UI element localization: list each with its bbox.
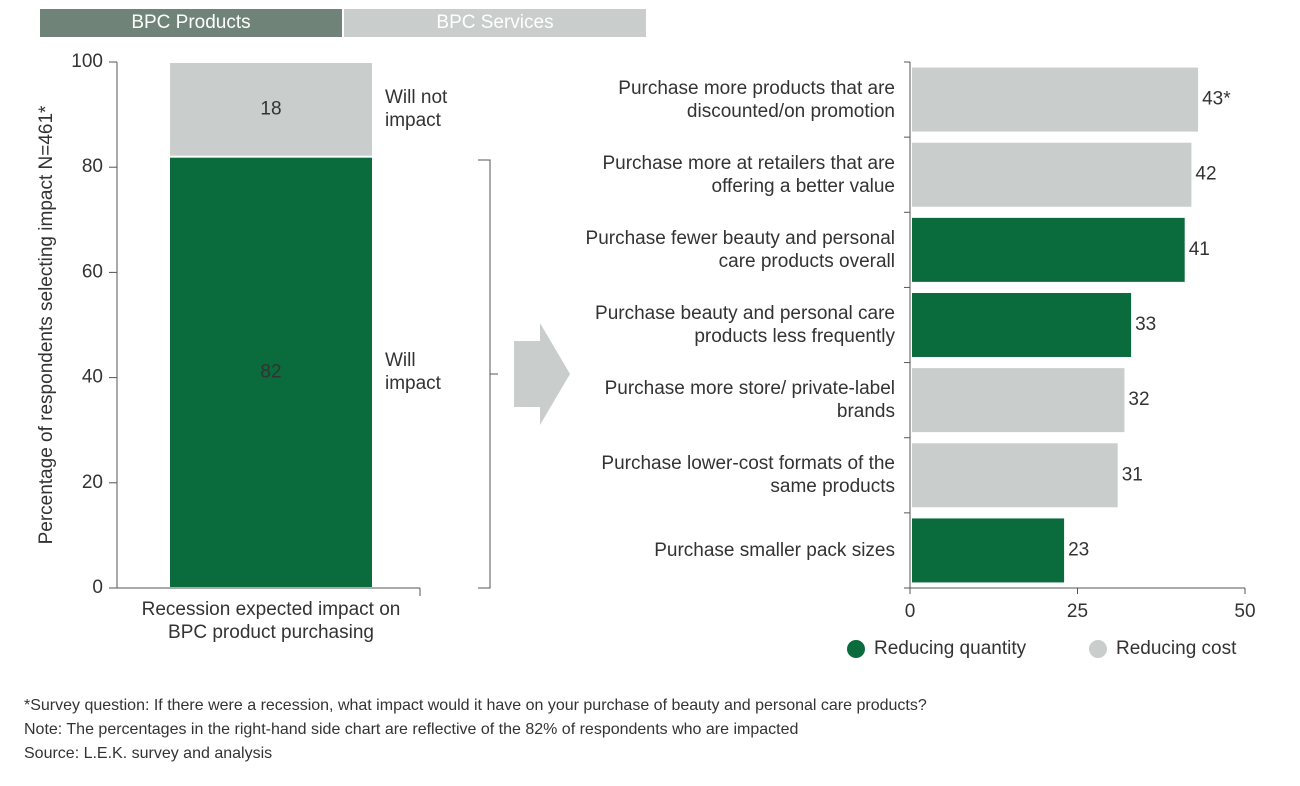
footnote: *Survey question: If there were a recess… bbox=[24, 697, 927, 714]
value-label: 41 bbox=[1189, 239, 1210, 260]
value-label: 42 bbox=[1195, 164, 1216, 185]
y-tick-label: 60 bbox=[82, 261, 103, 282]
category-label: Purchase lower-cost formats of the same … bbox=[601, 453, 895, 498]
x-tick-label: 50 bbox=[1234, 601, 1255, 622]
bar-segment bbox=[170, 63, 372, 156]
category-label: Purchase more store/ private-label brand… bbox=[604, 378, 895, 423]
footnote: Source: L.E.K. survey and analysis bbox=[24, 745, 273, 762]
category-label: Purchase fewer beauty and personal care … bbox=[585, 227, 895, 272]
x-tick-label: 0 bbox=[905, 601, 916, 622]
bar-segment bbox=[170, 157, 372, 587]
tab[interactable]: BPC Services bbox=[344, 9, 646, 37]
value-label: 23 bbox=[1068, 539, 1089, 560]
bar bbox=[912, 518, 1065, 583]
value-label: 32 bbox=[1128, 389, 1149, 410]
category-label: Purchase more products that are discount… bbox=[618, 77, 895, 122]
value-label: 33 bbox=[1135, 314, 1156, 335]
footnote: Note: The percentages in the right-hand … bbox=[24, 721, 799, 738]
category-label: Purchase smaller pack sizes bbox=[654, 539, 895, 561]
bracket bbox=[478, 159, 498, 589]
y-tick-label: 0 bbox=[92, 577, 103, 598]
arrow bbox=[514, 323, 570, 425]
y-axis-label: Percentage of respondents selecting impa… bbox=[36, 105, 57, 544]
bar bbox=[912, 368, 1125, 433]
category-label: Purchase more at retailers that are offe… bbox=[602, 152, 895, 197]
bar bbox=[912, 67, 1199, 132]
value-label: 43* bbox=[1202, 89, 1231, 110]
legend-swatch bbox=[1089, 640, 1107, 658]
category-label: Purchase beauty and personal care produc… bbox=[595, 303, 895, 347]
y-tick-label: 80 bbox=[82, 156, 103, 177]
bar bbox=[912, 443, 1118, 508]
value-label: 18 bbox=[260, 98, 281, 119]
value-label: 82 bbox=[260, 361, 281, 382]
y-tick-label: 40 bbox=[82, 367, 103, 388]
series-label: Will impact bbox=[385, 350, 441, 395]
tab[interactable]: BPC Products bbox=[40, 9, 342, 37]
bar bbox=[912, 293, 1132, 357]
value-label: 31 bbox=[1122, 464, 1143, 485]
legend-label: Reducing cost bbox=[1116, 638, 1237, 659]
legend-label: Reducing quantity bbox=[874, 638, 1027, 659]
bar bbox=[912, 217, 1185, 282]
y-tick-label: 20 bbox=[82, 472, 103, 493]
x-tick-label: 25 bbox=[1067, 601, 1088, 622]
y-tick-label: 100 bbox=[71, 51, 103, 72]
legend-swatch bbox=[847, 640, 865, 658]
bar bbox=[912, 142, 1192, 207]
series-label: Will not impact bbox=[385, 87, 448, 132]
x-category: Recession expected impact on BPC product… bbox=[141, 599, 401, 643]
